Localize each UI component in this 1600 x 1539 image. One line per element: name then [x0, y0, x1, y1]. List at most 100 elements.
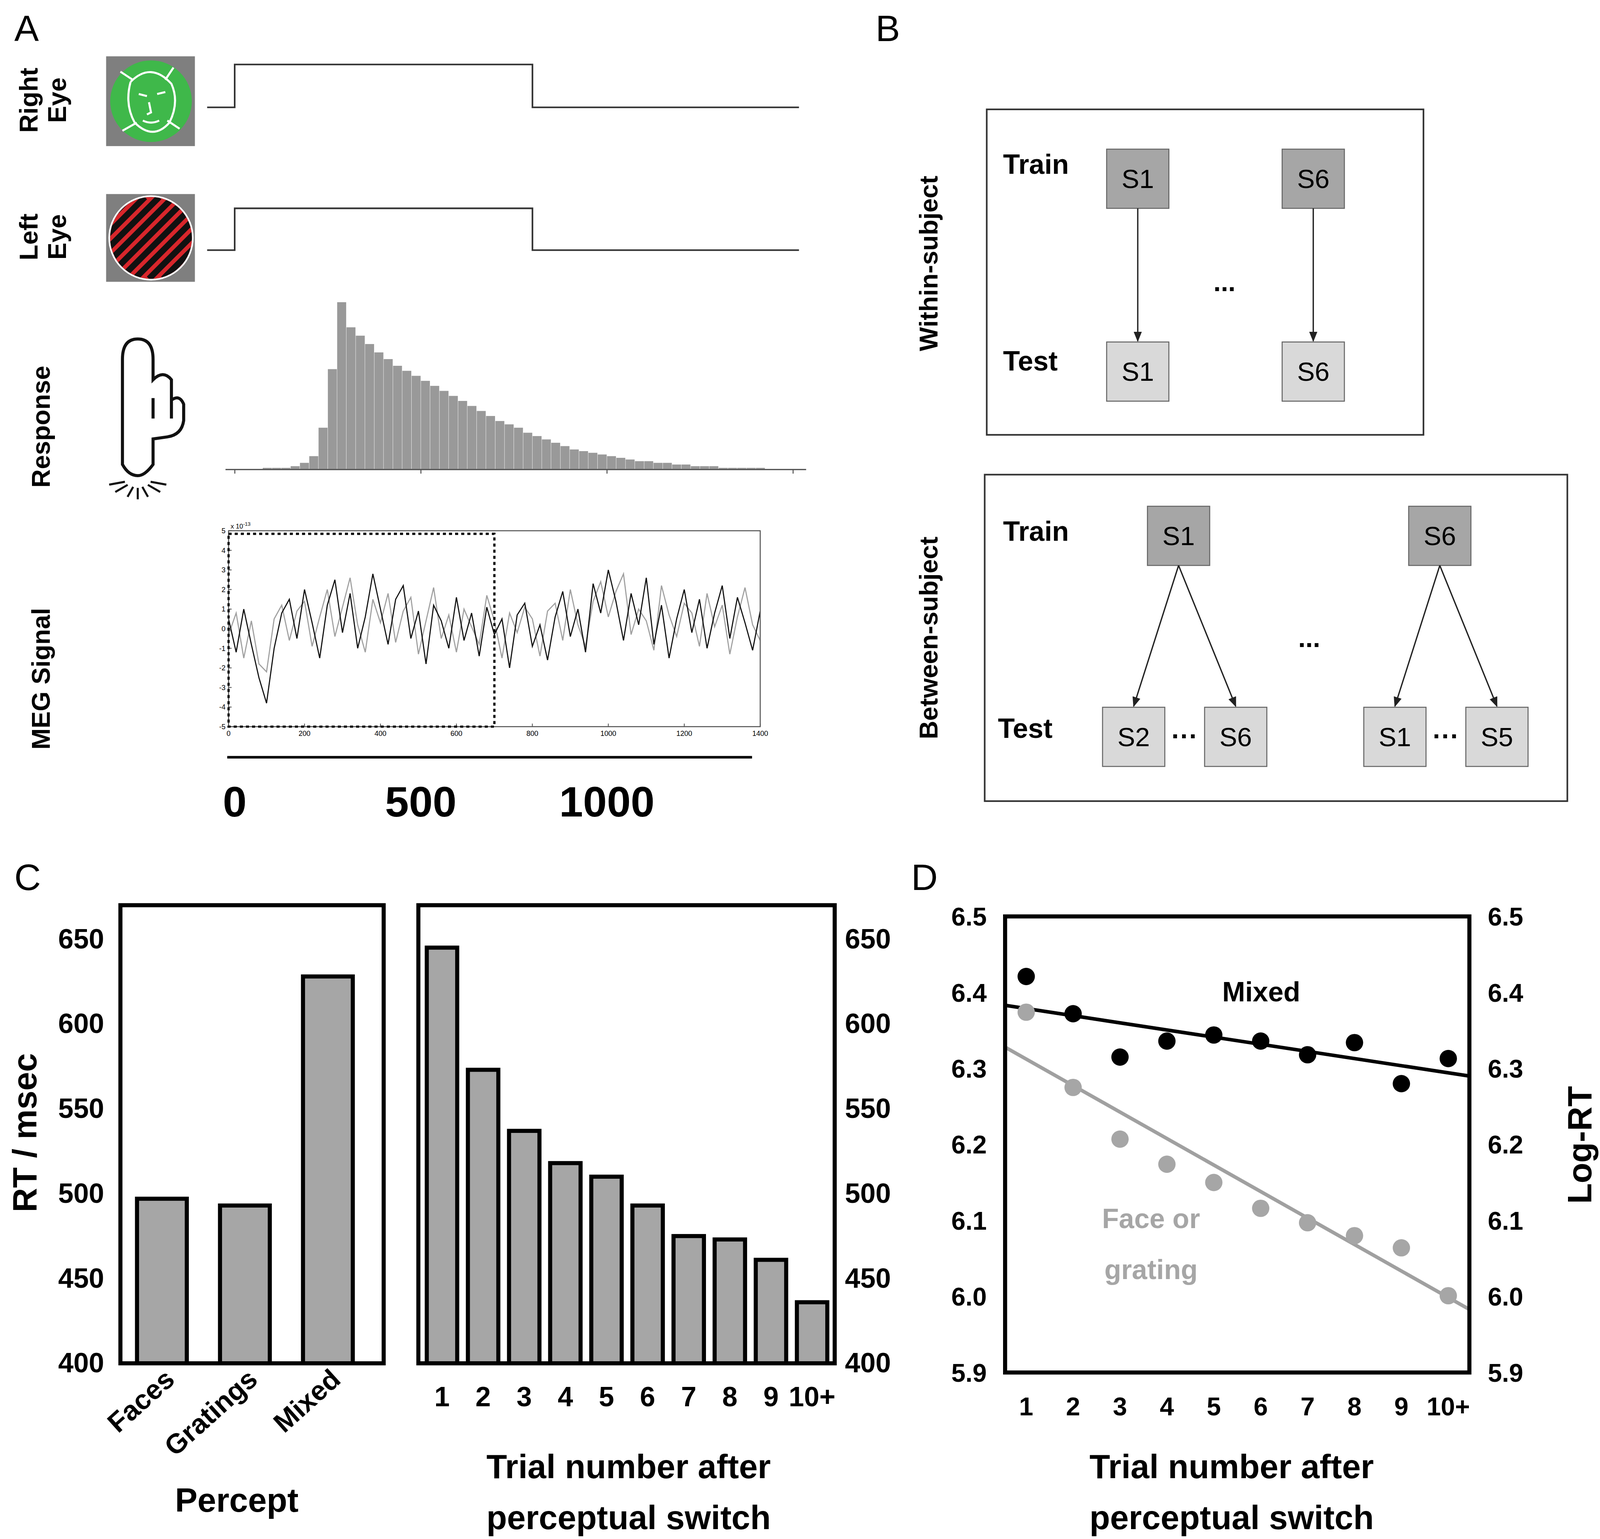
subject-label: S6	[1296, 163, 1330, 194]
label-group: LeftEye	[14, 213, 72, 261]
data-point	[1345, 1033, 1364, 1052]
histogram-bar	[383, 359, 393, 470]
label-line: MEG Signal	[26, 608, 56, 750]
histogram-bar	[485, 416, 496, 470]
face-lines	[120, 67, 180, 132]
tick-label: -4	[219, 703, 226, 712]
y-tick	[228, 687, 232, 688]
row-label: Test	[1003, 345, 1058, 377]
tick-label: 550	[58, 1093, 104, 1124]
histogram-bar	[504, 424, 514, 470]
tick-label: 5	[221, 527, 226, 535]
label-line: Mixed	[1222, 976, 1301, 1008]
histogram-bar	[374, 352, 384, 470]
grating-stripes	[48, 197, 245, 279]
label-line: Response	[26, 365, 56, 488]
subject-label: S2	[1117, 722, 1151, 752]
tick-label: 3	[221, 566, 226, 575]
histogram-bar	[420, 380, 430, 470]
category-label: 4	[557, 1381, 574, 1413]
histogram-bar	[513, 427, 524, 470]
subject-label: S6	[1423, 521, 1456, 551]
tick-label: 6.5	[951, 902, 987, 932]
histogram-bar	[439, 391, 449, 470]
plot-marks	[1005, 967, 1470, 1310]
label: Trial number after perceptual switch	[486, 1447, 771, 1537]
tick-label: 1000	[600, 729, 617, 738]
histogram-bar	[309, 456, 319, 470]
label-line: perceptual switch	[486, 1498, 771, 1537]
data-point	[1204, 1173, 1223, 1192]
tick-label: 6.2	[1487, 1130, 1524, 1160]
label-line: Trial number after	[1089, 1447, 1375, 1486]
tick-label: 400	[58, 1347, 104, 1379]
arrow	[1178, 565, 1236, 706]
histogram-bar	[495, 421, 505, 470]
x-tick	[420, 469, 422, 474]
label-line: perceptual switch	[1089, 1498, 1375, 1537]
tick-label: 600	[845, 1008, 891, 1040]
category-label: Mixed	[267, 1363, 347, 1439]
category-label: 5	[598, 1381, 615, 1413]
tick-label: 5.9	[1487, 1359, 1524, 1388]
label-line: Log-RT	[1560, 1086, 1599, 1204]
histogram-bar	[355, 335, 366, 470]
hand-icon	[122, 338, 184, 476]
section-frame	[986, 109, 1424, 435]
category-label: 10+	[788, 1381, 836, 1413]
data-point	[1064, 1005, 1082, 1023]
label-group: Mixed	[1222, 976, 1301, 1008]
histogram-bar	[448, 395, 458, 470]
category-label: Gratings	[158, 1363, 264, 1463]
bar	[137, 1199, 187, 1364]
train-box	[1281, 149, 1345, 209]
label-line: Trial number after	[486, 1447, 771, 1486]
row-label: Test	[997, 713, 1053, 744]
face-stimulus	[110, 60, 192, 143]
tick-label: 0	[222, 777, 247, 826]
tick-label: 650	[845, 923, 891, 955]
x-tick	[792, 469, 794, 474]
label-group: Log-RT	[1560, 1086, 1599, 1204]
tick-label: 9	[1394, 1392, 1409, 1422]
tick-label: 1	[221, 605, 226, 614]
histogram-bar	[588, 452, 598, 470]
train-box	[1106, 149, 1169, 209]
histogram-bar	[467, 406, 477, 470]
label-line: Face or	[1102, 1203, 1201, 1235]
ellipsis: ...	[1298, 623, 1321, 653]
tick-label: 600	[450, 729, 463, 738]
tick-label: 6.3	[1487, 1054, 1524, 1084]
test-box	[1465, 707, 1529, 767]
arrow	[1133, 565, 1179, 706]
tick-label: 400	[845, 1347, 891, 1379]
tick-label: 1	[1019, 1392, 1034, 1422]
histogram-bar	[365, 344, 375, 470]
tick-label: -3	[219, 683, 226, 692]
histogram-bar	[476, 410, 486, 470]
x-tick	[234, 469, 236, 474]
histogram-bar	[579, 451, 589, 470]
tick-label: 800	[526, 729, 539, 738]
label-group: Percept	[175, 1481, 299, 1520]
subject-label: S1	[1121, 163, 1154, 194]
tick-label: 10+	[1426, 1392, 1471, 1422]
y-tick	[228, 569, 232, 571]
y-tick	[228, 589, 232, 590]
label: Trial number after perceptual switch	[1089, 1447, 1375, 1537]
x-tick	[683, 723, 685, 727]
ellipsis: ···	[1432, 720, 1459, 751]
data-point	[1251, 1032, 1270, 1051]
data-point	[1439, 1287, 1457, 1305]
tick-label: 6	[1253, 1392, 1268, 1422]
category-label: Faces	[101, 1363, 181, 1439]
bar	[467, 1069, 499, 1364]
label-line: Left	[14, 213, 44, 261]
label-line: Within-subject	[914, 175, 944, 352]
data-point	[1111, 1048, 1129, 1066]
tick-label: -2	[219, 664, 226, 672]
bar	[714, 1239, 746, 1364]
label: Within-subject	[914, 175, 944, 352]
hand-ray	[142, 487, 148, 497]
stripe	[148, 197, 231, 279]
